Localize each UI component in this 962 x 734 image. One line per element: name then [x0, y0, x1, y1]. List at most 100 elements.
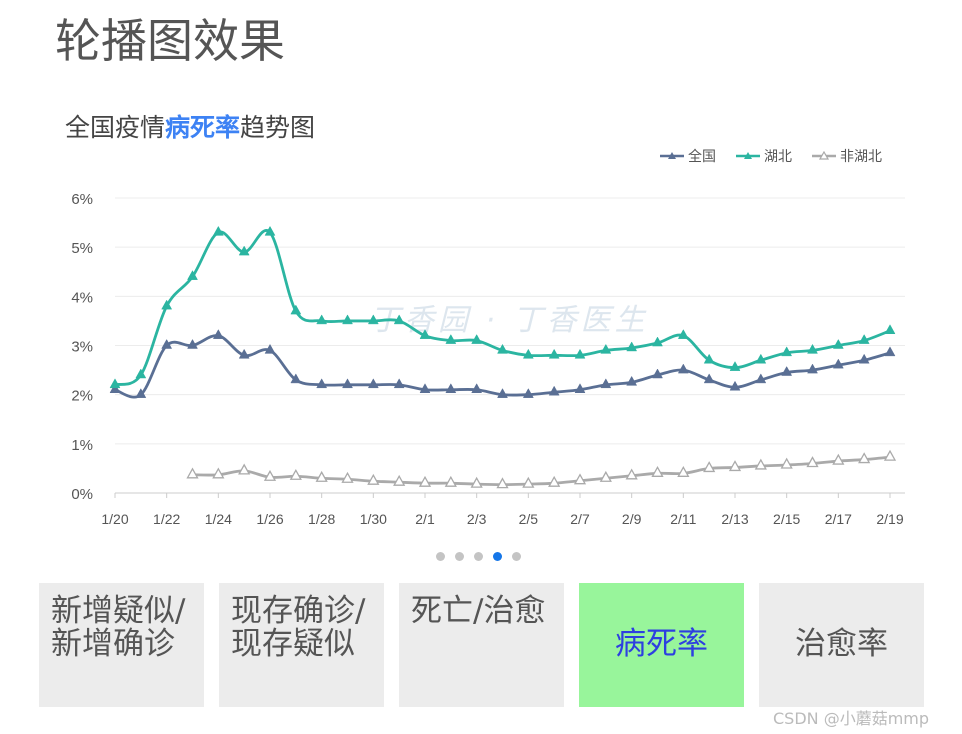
- data-point-marker: [781, 366, 793, 376]
- data-point-marker: [497, 388, 508, 398]
- tab-1[interactable]: 现存确诊/现存疑似: [219, 583, 384, 707]
- data-point-marker: [703, 353, 715, 364]
- x-tick-label: 2/11: [670, 511, 696, 527]
- data-point-marker: [883, 449, 897, 461]
- tab-2[interactable]: 死亡/治愈: [399, 583, 564, 707]
- data-point-marker: [161, 299, 173, 310]
- data-point-marker: [677, 363, 689, 374]
- line-chart: 0% 1% 2% 3% 4% 5% 6% 1/20 1/22 1/24 1/26 1/28 1/30 2/…: [71, 191, 905, 527]
- data-point-marker: [418, 475, 432, 487]
- data-point-marker: [290, 304, 302, 315]
- data-point-marker: [316, 378, 328, 389]
- data-point-marker: [626, 375, 638, 386]
- data-point-marker: [289, 468, 302, 480]
- chart-title-highlight: 病死率: [165, 113, 241, 142]
- tab-4[interactable]: 治愈率: [759, 583, 924, 707]
- carousel-indicators: [436, 552, 521, 561]
- legend-item-national[interactable]: 全国: [660, 146, 716, 166]
- data-point-marker: [832, 358, 844, 369]
- data-point-marker: [315, 470, 328, 482]
- data-point-marker: [548, 348, 560, 359]
- data-point-marker: [781, 346, 793, 357]
- chart-legend: 全国 湖北 非湖北: [660, 146, 882, 166]
- data-point-marker: [599, 470, 612, 482]
- data-point-marker: [212, 225, 224, 236]
- data-point-marker: [522, 348, 534, 359]
- y-tick-label: 6%: [71, 191, 93, 208]
- y-tick-label: 5%: [71, 240, 93, 257]
- data-point-marker: [677, 465, 690, 477]
- data-point-marker: [573, 473, 587, 485]
- y-tick-label: 3%: [71, 339, 93, 356]
- data-point-marker: [858, 452, 871, 464]
- data-point-marker: [677, 329, 689, 339]
- data-point-marker: [832, 453, 845, 465]
- x-tick-label: 2/19: [876, 511, 903, 527]
- data-point-marker: [652, 336, 663, 347]
- legend-line-icon: [736, 152, 760, 159]
- carousel-dot[interactable]: [455, 552, 464, 561]
- x-tick-label: 1/20: [101, 511, 128, 527]
- data-point-marker: [703, 373, 715, 384]
- x-tick-label: 1/28: [308, 511, 335, 527]
- data-point-marker: [574, 348, 586, 359]
- data-point-marker: [263, 469, 277, 481]
- x-tick-label: 1/22: [153, 511, 180, 527]
- data-point-marker: [884, 346, 896, 357]
- legend-label-hubei: 湖北: [764, 149, 792, 165]
- chart-title-prefix: 全国疫情: [65, 113, 166, 142]
- data-point-marker: [806, 456, 819, 468]
- data-point-marker: [548, 385, 560, 396]
- data-point-marker: [187, 270, 198, 280]
- data-point-marker: [755, 353, 767, 364]
- data-point-marker: [548, 475, 561, 487]
- data-point-marker: [367, 378, 379, 389]
- data-point-marker: [393, 378, 405, 389]
- legend-line-icon: [812, 151, 836, 160]
- data-point-marker: [264, 225, 276, 236]
- carousel-dot[interactable]: [474, 552, 483, 561]
- x-tick-label: 2/7: [570, 511, 590, 527]
- data-point-marker: [367, 314, 379, 325]
- x-tick-label: 2/5: [519, 511, 539, 527]
- data-point-marker: [316, 314, 328, 325]
- chart-tabs: 新增疑似/新增确诊 现存确诊/现存疑似 死亡/治愈 病死率 治愈率: [39, 583, 924, 707]
- data-point-marker: [884, 324, 896, 334]
- data-point-marker: [342, 378, 353, 389]
- tab-3[interactable]: 病死率: [579, 583, 744, 707]
- x-tick-label: 2/17: [825, 511, 852, 527]
- x-tick-label: 1/26: [256, 511, 283, 527]
- chart-title-suffix: 趋势图: [240, 113, 316, 142]
- x-tick-label: 1/24: [205, 511, 232, 527]
- data-point-marker: [729, 361, 741, 371]
- data-point-marker: [264, 343, 276, 354]
- carousel-dot[interactable]: [493, 552, 502, 561]
- legend-item-non-hubei[interactable]: 非湖北: [812, 146, 882, 166]
- data-point-marker: [832, 338, 844, 349]
- data-point-marker: [444, 475, 457, 487]
- data-point-marker: [212, 329, 224, 339]
- data-point-marker: [807, 363, 818, 374]
- data-point-marker: [574, 383, 586, 393]
- data-point-marker: [109, 378, 121, 389]
- data-point-marker: [754, 458, 767, 470]
- data-point-marker: [109, 383, 121, 393]
- page-title: 轮播图效果: [55, 14, 285, 68]
- x-tick-label: 2/9: [622, 511, 642, 527]
- y-tick-label: 0%: [71, 486, 93, 503]
- tab-0[interactable]: 新增疑似/新增确诊: [39, 583, 204, 707]
- y-tick-label: 1%: [71, 437, 93, 454]
- y-tick-label: 4%: [71, 289, 93, 306]
- data-point-marker: [471, 334, 483, 344]
- data-point-marker: [161, 338, 173, 349]
- data-point-marker: [186, 467, 199, 479]
- legend-item-hubei[interactable]: 湖北: [736, 146, 792, 166]
- data-point-marker: [367, 473, 380, 485]
- data-point-marker: [419, 329, 431, 339]
- carousel-dot[interactable]: [512, 552, 521, 561]
- data-point-marker: [419, 383, 431, 393]
- data-point-marker: [522, 476, 535, 488]
- data-point-marker: [728, 460, 742, 472]
- carousel-dot[interactable]: [436, 552, 445, 561]
- legend-line-icon: [660, 152, 684, 159]
